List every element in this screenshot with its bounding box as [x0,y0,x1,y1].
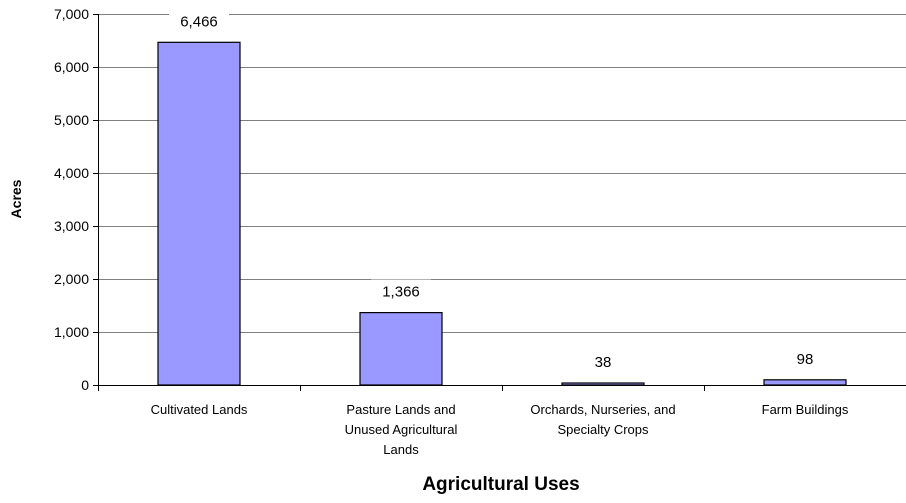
y-tick-label: 7,000 [54,6,89,22]
x-category-label: Cultivated Lands [151,402,248,417]
y-tick-label: 0 [81,377,89,393]
data-label-bg [371,279,431,302]
x-category-label: Pasture Lands and Unused Agricultural Land… [345,402,458,457]
bar [359,312,443,386]
data-label-bg [169,9,229,32]
y-tick-label: 5,000 [54,112,89,128]
bar [157,41,241,386]
axes [93,14,906,391]
data-labels: 6,466 1,366 38 98 [169,9,835,372]
bar-series [157,41,847,386]
x-category-label: Orchards, Nurseries, and Specialty Crops [530,402,675,437]
y-tick-label: 1,000 [54,324,89,340]
y-tick-label: 3,000 [54,218,89,234]
x-category-labels: Cultivated Lands Pasture Lands and Unused … [151,402,849,457]
data-label: 6,466 [180,13,218,30]
data-label-bg [573,349,633,372]
y-axis-title: Acres [8,179,24,218]
y-tick-label: 6,000 [54,59,89,75]
bar [763,379,847,386]
data-label: 38 [595,354,612,371]
y-tick-labels: 0 1,000 2,000 3,000 4,000 5,000 6,000 7,000 [54,6,89,393]
x-category-label: Farm Buildings [762,402,849,417]
bar [561,382,645,386]
data-label: 98 [797,351,814,368]
y-tick-label: 4,000 [54,165,89,181]
data-label-bg [775,346,835,369]
x-axis-title: Agricultural Uses [422,474,579,495]
data-label: 1,366 [382,284,420,301]
y-tick-label: 2,000 [54,271,89,287]
